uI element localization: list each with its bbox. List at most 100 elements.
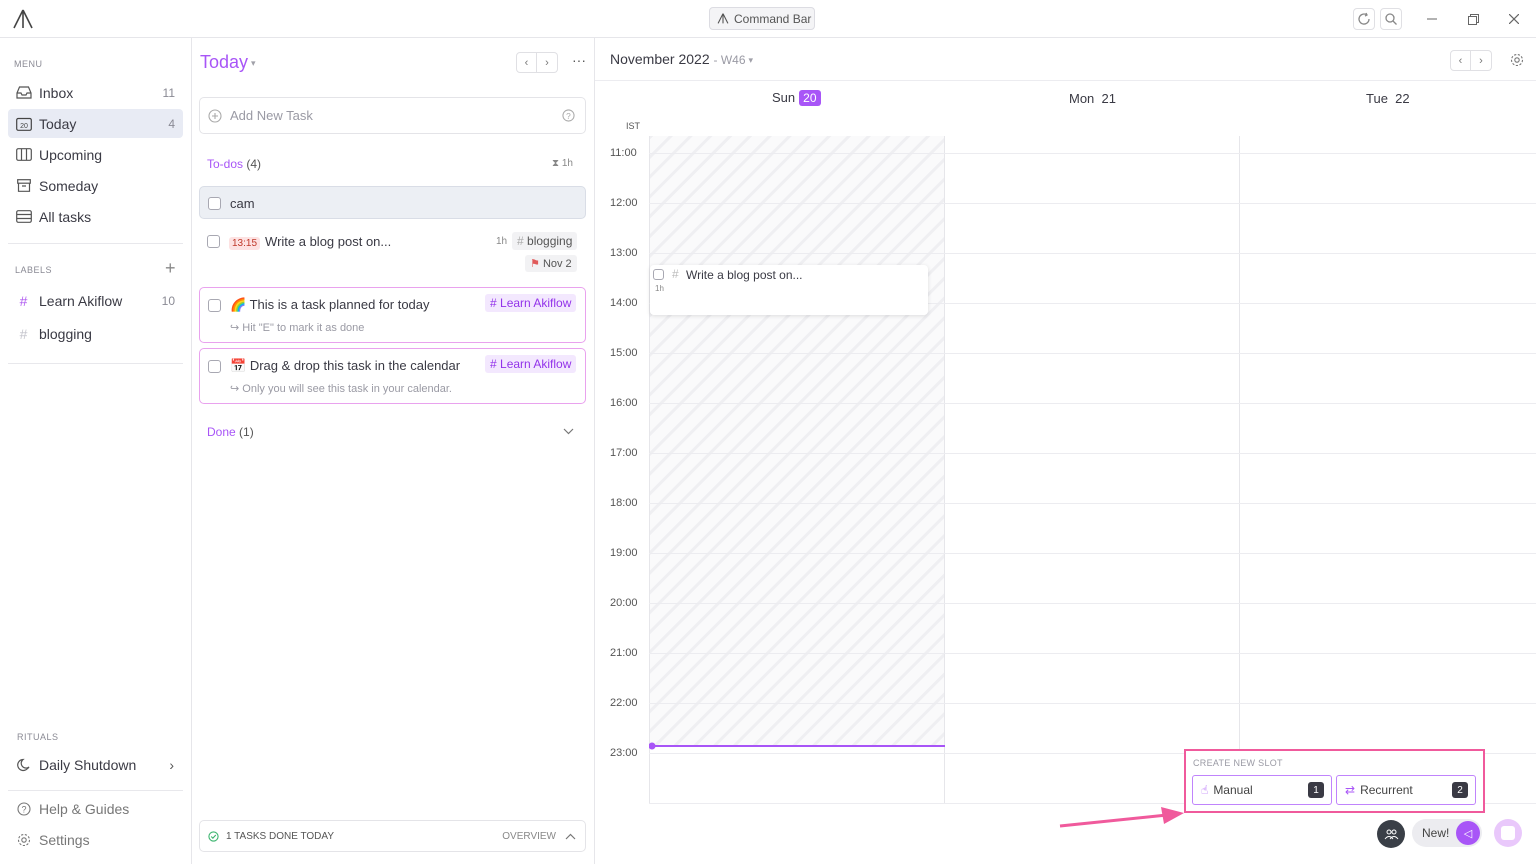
day-header-sun[interactable]: Sun 20 (772, 90, 821, 106)
megaphone-icon: ◁ (1456, 821, 1480, 845)
task-label-tag[interactable]: # Learn Akiflow (485, 355, 577, 373)
rituals-section-label: RITUALS (17, 732, 59, 742)
task-checkbox[interactable] (208, 299, 221, 312)
sidebar-item-settings[interactable]: Settings (8, 825, 183, 854)
subtask-arrow-icon: ↪ (230, 322, 240, 334)
task-due-text: Nov 2 (542, 258, 572, 270)
calendar-month-title[interactable]: November 2022 - W46 ▾ (610, 51, 753, 67)
next-week-button[interactable]: › (1471, 50, 1492, 71)
search-button[interactable] (1380, 8, 1402, 30)
add-task-input[interactable]: Add New Task ? (199, 97, 586, 134)
calendar-week: - W46 (713, 53, 746, 67)
todos-count: (4) (246, 157, 262, 171)
stack-icon (15, 210, 32, 224)
hour-label: 19:00 (610, 547, 638, 559)
hour-label: 18:00 (610, 497, 638, 509)
sidebar-label-learn-akiflow[interactable]: # Learn Akiflow 10 (8, 286, 183, 315)
sidebar-item-inbox[interactable]: Inbox 11 (8, 78, 183, 107)
task-row[interactable]: 🌈 This is a task planned for today # Lea… (199, 287, 586, 343)
command-bar-button[interactable]: Command Bar (709, 7, 815, 30)
day-header-tue[interactable]: Tue 22 (1366, 91, 1410, 106)
chevron-down-icon: ▾ (251, 57, 256, 68)
whats-new-button[interactable]: New! ◁ (1412, 819, 1482, 847)
calendar-grid[interactable] (648, 136, 1536, 804)
chevron-down-icon[interactable] (563, 428, 574, 435)
today-title[interactable]: Today ▾ (200, 52, 256, 73)
sidebar-label-blogging[interactable]: # blogging (8, 319, 183, 348)
svg-text:?: ? (566, 111, 571, 121)
sidebar-divider (8, 243, 183, 244)
svg-text:20: 20 (20, 123, 28, 130)
task-subtitle-text: Hit "E" to mark it as done (242, 322, 365, 334)
done-header[interactable]: Done (1) (207, 425, 254, 439)
help-icon[interactable]: ? (562, 109, 575, 122)
task-row[interactable]: 📅 Drag & drop this task in the calendar … (199, 348, 586, 404)
day-name: Tue (1366, 91, 1388, 106)
calendar-event[interactable]: # Write a blog post on... 1h (650, 265, 928, 315)
more-options-icon[interactable]: ··· (572, 52, 586, 68)
previous-week-button[interactable]: ‹ (1450, 50, 1471, 71)
sidebar-item-today[interactable]: 20 Today 4 (8, 109, 183, 138)
task-checkbox[interactable] (208, 360, 221, 373)
task-row[interactable]: 13:15 Write a blog post on... 1h # bloggi… (199, 224, 586, 276)
previous-day-button[interactable]: ‹ (516, 52, 537, 73)
task-due-date[interactable]: ⚑ Nov 2 (525, 255, 577, 272)
sync-button[interactable] (1353, 8, 1375, 30)
calendar-20-icon: 20 (15, 117, 32, 131)
task-label-tag[interactable]: # blogging (512, 232, 578, 250)
day-nav: ‹ › (516, 52, 558, 73)
next-day-button[interactable]: › (537, 52, 558, 73)
sidebar-item-label: Settings (39, 831, 90, 848)
task-title-text: Write a blog post on... (265, 234, 392, 249)
task-row[interactable]: cam (199, 186, 586, 219)
sidebar-item-upcoming[interactable]: Upcoming (8, 140, 183, 169)
task-checkbox[interactable] (208, 197, 221, 210)
day-header-mon[interactable]: Mon 21 (1069, 91, 1116, 106)
hash-icon: # (19, 325, 28, 342)
hash-icon: # (672, 267, 679, 281)
overview-label[interactable]: OVERVIEW (502, 830, 556, 842)
minimize-icon (1427, 18, 1437, 20)
calendar-header-divider (595, 80, 1536, 81)
restore-button[interactable] (1462, 8, 1484, 30)
labels-section-label: LABELS (15, 265, 53, 275)
task-label-tag[interactable]: # Learn Akiflow (485, 294, 577, 312)
inbox-icon (15, 86, 32, 100)
akiflow-logo-icon[interactable] (12, 9, 34, 29)
repeat-icon: ⇄ (1345, 783, 1356, 797)
chevron-up-icon[interactable] (565, 833, 576, 840)
task-checkbox[interactable] (207, 235, 220, 248)
command-bar-label: Command Bar (734, 11, 812, 26)
rainbow-emoji-icon: 🌈 (230, 297, 247, 312)
close-button[interactable] (1503, 8, 1525, 30)
timezone-label: IST (626, 121, 641, 131)
event-checkbox[interactable] (653, 269, 664, 280)
sidebar-item-help[interactable]: ? Help & Guides (8, 794, 183, 823)
tasks-done-footer[interactable]: 1 TASKS DONE TODAY OVERVIEW (199, 820, 586, 852)
manual-slot-button[interactable]: ☝ Manual 1 (1192, 775, 1332, 805)
chat-button[interactable] (1494, 819, 1522, 847)
title-bar: Command Bar (0, 0, 1536, 38)
calendar-settings-gear-icon[interactable] (1510, 53, 1524, 67)
add-label-icon[interactable]: + (165, 258, 176, 278)
hand-icon: ☝ (1201, 783, 1209, 797)
chat-icon (1501, 826, 1515, 840)
task-label-text: blogging (527, 234, 573, 248)
todos-header[interactable]: To-dos (4) (207, 157, 261, 171)
hash-icon: # (19, 292, 28, 309)
minimize-button[interactable] (1421, 8, 1443, 30)
new-label: New! (1422, 826, 1450, 840)
team-button[interactable] (1377, 820, 1405, 848)
sidebar-item-daily-shutdown[interactable]: Daily Shutdown › (8, 750, 183, 779)
day-date: 22 (1395, 91, 1410, 106)
recurrent-slot-button[interactable]: ⇄ Recurrent 2 (1336, 775, 1476, 805)
akiflow-logo-icon (717, 13, 729, 24)
sidebar-item-someday[interactable]: Someday (8, 171, 183, 200)
task-title-text: Drag & drop this task in the calendar (249, 358, 461, 373)
task-title-text: This is a task planned for today (249, 297, 430, 312)
sidebar-item-all-tasks[interactable]: All tasks (8, 202, 183, 231)
sidebar: MENU Inbox 11 20 Today 4 Upcoming Someda… (0, 38, 192, 864)
done-label: Done (207, 425, 236, 439)
task-time-badge: 13:15 (229, 237, 261, 250)
moon-icon (15, 758, 32, 772)
